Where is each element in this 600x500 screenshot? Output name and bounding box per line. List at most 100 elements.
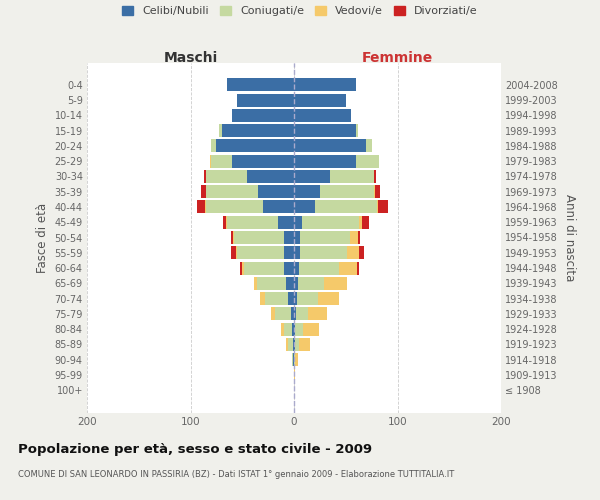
Bar bbox=[300, 231, 350, 244]
Bar bbox=[294, 216, 302, 228]
Bar bbox=[295, 322, 304, 336]
Bar bbox=[356, 154, 379, 168]
Bar bbox=[223, 216, 226, 228]
Bar bbox=[294, 154, 356, 168]
Bar bbox=[293, 353, 294, 366]
Bar bbox=[302, 216, 359, 228]
Bar bbox=[294, 94, 346, 106]
Y-axis label: Anni di nascita: Anni di nascita bbox=[563, 194, 577, 281]
Bar bbox=[288, 292, 294, 305]
Bar bbox=[234, 231, 284, 244]
Bar bbox=[294, 231, 300, 244]
Bar bbox=[298, 277, 324, 290]
Bar bbox=[291, 308, 294, 320]
Bar bbox=[294, 109, 351, 122]
Bar bbox=[263, 200, 294, 213]
Bar bbox=[260, 292, 265, 305]
Bar bbox=[293, 338, 294, 351]
Bar bbox=[244, 262, 284, 274]
Bar bbox=[367, 140, 371, 152]
Bar bbox=[205, 200, 206, 213]
Bar bbox=[211, 140, 217, 152]
Bar bbox=[227, 216, 278, 228]
Bar bbox=[294, 308, 296, 320]
Bar bbox=[220, 124, 221, 137]
Bar bbox=[330, 170, 374, 183]
Y-axis label: Fasce di età: Fasce di età bbox=[36, 202, 49, 272]
Bar bbox=[347, 246, 359, 259]
Bar bbox=[217, 140, 294, 152]
Text: Maschi: Maschi bbox=[163, 51, 218, 65]
Bar bbox=[204, 170, 206, 183]
Bar bbox=[350, 231, 358, 244]
Bar bbox=[294, 322, 295, 336]
Bar bbox=[294, 246, 300, 259]
Bar bbox=[247, 170, 294, 183]
Bar bbox=[294, 185, 320, 198]
Bar bbox=[299, 262, 338, 274]
Bar bbox=[294, 277, 298, 290]
Bar bbox=[278, 216, 294, 228]
Bar bbox=[292, 322, 294, 336]
Text: Popolazione per età, sesso e stato civile - 2009: Popolazione per età, sesso e stato civil… bbox=[18, 442, 372, 456]
Bar bbox=[284, 246, 294, 259]
Bar bbox=[294, 368, 295, 382]
Bar bbox=[211, 154, 232, 168]
Bar bbox=[201, 185, 206, 198]
Bar bbox=[299, 338, 310, 351]
Bar bbox=[294, 78, 356, 92]
Bar bbox=[237, 246, 284, 259]
Bar bbox=[300, 246, 347, 259]
Bar bbox=[294, 124, 356, 137]
Bar bbox=[257, 277, 286, 290]
Bar bbox=[377, 200, 378, 213]
Bar bbox=[295, 338, 299, 351]
Bar bbox=[356, 124, 358, 137]
Bar bbox=[275, 308, 291, 320]
Bar bbox=[242, 262, 244, 274]
Bar bbox=[258, 185, 294, 198]
Text: COMUNE DI SAN LEONARDO IN PASSIRIA (BZ) - Dati ISTAT 1° gennaio 2009 - Elaborazi: COMUNE DI SAN LEONARDO IN PASSIRIA (BZ) … bbox=[18, 470, 454, 479]
Bar bbox=[237, 94, 294, 106]
Bar bbox=[265, 292, 288, 305]
Bar bbox=[236, 246, 237, 259]
Bar bbox=[232, 109, 294, 122]
Bar bbox=[359, 246, 364, 259]
Bar bbox=[221, 124, 294, 137]
Bar bbox=[320, 185, 374, 198]
Bar bbox=[281, 322, 284, 336]
Bar bbox=[226, 216, 227, 228]
Bar bbox=[210, 154, 211, 168]
Bar bbox=[206, 170, 247, 183]
Bar bbox=[294, 200, 315, 213]
Bar bbox=[227, 78, 294, 92]
Bar bbox=[286, 277, 294, 290]
Bar bbox=[358, 231, 360, 244]
Legend: Celibi/Nubili, Coniugati/e, Vedovi/e, Divorziati/e: Celibi/Nubili, Coniugati/e, Vedovi/e, Di… bbox=[122, 6, 478, 16]
Bar bbox=[286, 338, 288, 351]
Bar bbox=[297, 292, 318, 305]
Bar bbox=[318, 292, 338, 305]
Bar bbox=[254, 277, 257, 290]
Bar bbox=[284, 231, 294, 244]
Bar bbox=[206, 200, 263, 213]
Bar bbox=[359, 216, 362, 228]
Bar bbox=[324, 277, 347, 290]
Bar bbox=[357, 262, 359, 274]
Bar bbox=[240, 262, 242, 274]
Bar bbox=[292, 353, 293, 366]
Bar bbox=[374, 170, 376, 183]
Bar bbox=[284, 262, 294, 274]
Bar bbox=[294, 262, 299, 274]
Bar bbox=[288, 338, 293, 351]
Bar bbox=[232, 154, 294, 168]
Bar bbox=[294, 338, 295, 351]
Bar bbox=[295, 353, 298, 366]
Bar bbox=[308, 308, 327, 320]
Bar bbox=[375, 185, 380, 198]
Bar bbox=[304, 322, 319, 336]
Bar bbox=[294, 170, 330, 183]
Bar bbox=[284, 322, 292, 336]
Bar bbox=[315, 200, 377, 213]
Bar bbox=[378, 200, 388, 213]
